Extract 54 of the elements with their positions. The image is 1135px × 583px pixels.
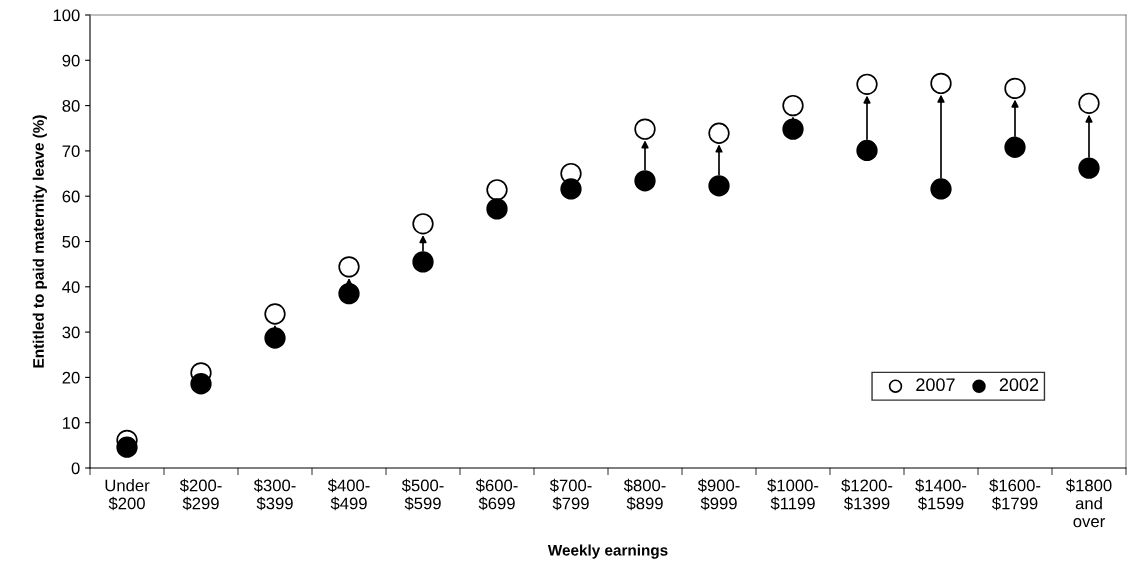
point [708,175,730,197]
point [486,179,508,201]
x-tick-label: $1200- $1399 [841,478,893,511]
legend-label: 2002 [999,378,1039,392]
x-tick-label: $600- $699 [475,478,518,511]
y-tick-label: 80 [62,100,80,112]
legend-label: 2007 [916,378,955,392]
point [1078,157,1100,179]
y-tick-label: 100 [53,9,80,22]
point [486,198,508,220]
y-tick-label: 0 [71,462,80,475]
x-tick-label: $300- $399 [253,478,296,511]
point [264,303,286,325]
y-tick-label: 50 [62,235,80,248]
y-tick-label: 20 [62,371,80,384]
point [708,122,730,144]
x-tick-label: $400- $499 [327,478,370,511]
y-tick-label: 60 [62,190,80,203]
point [1004,77,1026,100]
x-tick-label: $1400- $1599 [915,478,967,511]
point [856,73,878,95]
point [338,256,360,278]
y-tick-label: 30 [62,326,80,339]
x-tick-label: $700- $799 [549,478,592,511]
y-tick-label: 10 [63,417,80,429]
x-tick-label: $200- $299 [179,478,222,511]
point [190,373,212,395]
x-tick-label: $1600- $1799 [989,478,1041,511]
x-axis-title: Weekly earnings [547,544,668,559]
point [412,213,434,235]
x-tick-label: Under $200 [105,479,150,511]
x-tick-label: $500- $599 [401,478,444,511]
point [634,118,656,140]
point [782,94,804,117]
x-tick-label: $800- $899 [623,478,666,511]
x-tick-label: $1800 and over [1066,478,1112,528]
point [634,170,656,192]
point [930,178,952,200]
point [1078,92,1100,114]
y-axis-title: Entitled to paid maternity leave (%) [32,115,47,368]
point [782,118,804,140]
y-tick-label: 70 [62,145,80,158]
y-tick-label: 90 [62,54,80,67]
point [412,251,434,273]
point [856,139,878,162]
point [264,327,286,349]
point [930,72,952,95]
point [338,282,360,305]
x-tick-label: $900- $999 [697,478,740,511]
y-tick-label: 40 [62,281,80,293]
point [1004,136,1026,158]
point [560,178,582,200]
point [116,436,138,458]
x-tick-label: $1000- $1199 [767,478,819,511]
